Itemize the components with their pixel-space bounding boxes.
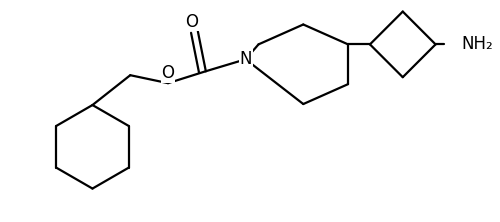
Text: N: N	[240, 50, 252, 68]
Text: O: O	[186, 12, 198, 30]
Text: NH₂: NH₂	[462, 35, 493, 53]
Text: O: O	[162, 64, 174, 82]
